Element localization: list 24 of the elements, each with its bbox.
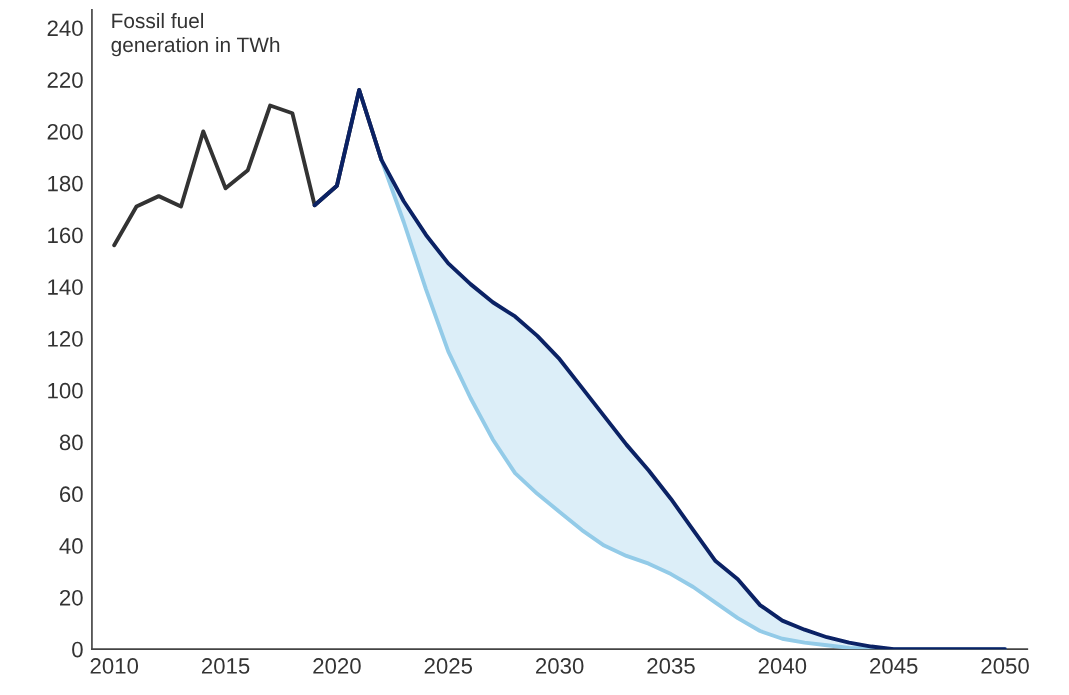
x-tick-label: 2050 [981, 658, 1029, 674]
x-tick-label: 2015 [201, 658, 250, 674]
line-series [312, 88, 1007, 650]
y-tick-label: 140 [48, 279, 83, 295]
x-tick-label: 2035 [647, 658, 695, 674]
y-tick-label: 220 [47, 72, 83, 88]
y-tick-label: 120 [48, 331, 83, 347]
y-axis-title: Fossil fuel generation in TWh [111, 12, 280, 57]
x-tick-label: 2010 [90, 658, 139, 674]
x-tick-label: 2020 [313, 658, 361, 674]
x-tick-label: 2025 [424, 658, 473, 674]
y-tick-label: 20 [60, 589, 83, 606]
y-tick-label: 200 [47, 123, 83, 140]
y-tick-label: 40 [59, 538, 83, 554]
y-tick-label: 180 [48, 175, 83, 192]
y-tick-label: 80 [59, 434, 83, 451]
x-tick-label: 2030 [536, 658, 584, 674]
y-tick-label: 100 [48, 382, 83, 399]
x-tick-label: 2045 [870, 658, 918, 674]
y-tick-label: 60 [60, 486, 83, 503]
y-tick-label: 0 [72, 641, 83, 658]
x-tick-label: 2040 [758, 658, 807, 674]
y-tick-label: 240 [47, 20, 83, 37]
y-tick-label: 160 [48, 227, 83, 244]
